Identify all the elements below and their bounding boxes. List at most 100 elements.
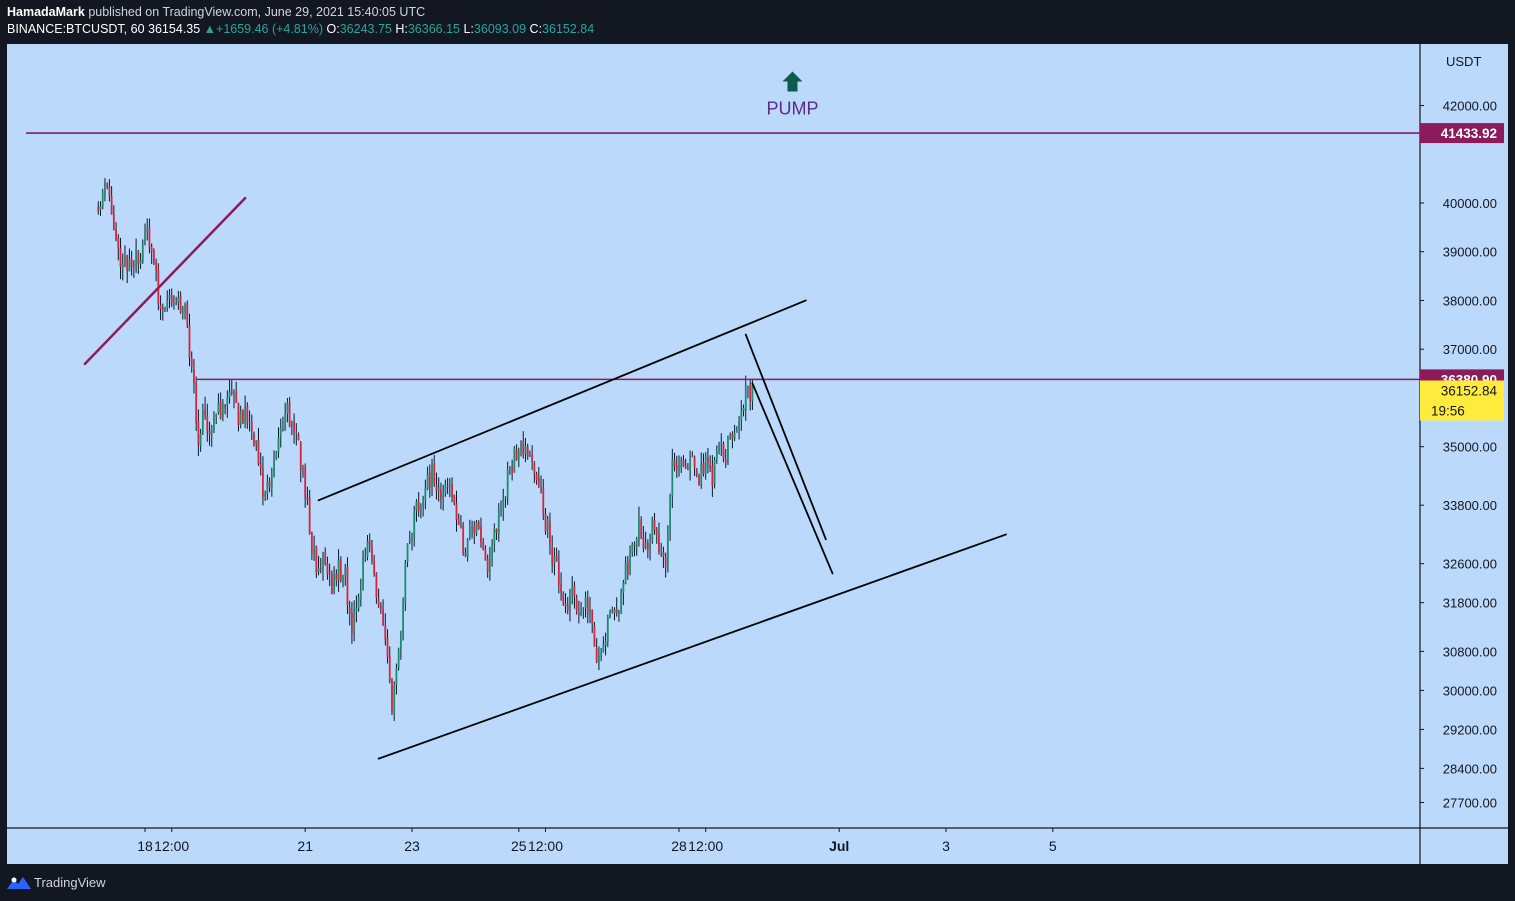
candle-body (484, 549, 487, 560)
candle-body (335, 573, 338, 581)
candle-body (537, 478, 540, 487)
candle-body (638, 518, 640, 541)
candle-body (159, 305, 162, 309)
candle-body (293, 421, 295, 433)
high-value: 36366.15 (407, 22, 460, 36)
candle-body (150, 246, 153, 252)
candle-body (148, 226, 151, 247)
candle-body (504, 497, 507, 499)
time-axis[interactable] (7, 828, 1508, 864)
candle-body (744, 385, 747, 410)
candle-body (139, 260, 142, 265)
candle-body (707, 457, 709, 464)
candle-body (442, 494, 445, 500)
candle-body (359, 590, 362, 600)
candle-body (215, 413, 218, 417)
candle-body (493, 528, 496, 544)
candle-body (644, 542, 647, 549)
candle-body (368, 539, 371, 546)
x-tick-label: 3 (942, 838, 950, 854)
candle-body (179, 296, 182, 313)
candle-body (622, 582, 625, 593)
currency-label: USDT (1446, 54, 1481, 69)
candle-body (170, 294, 173, 304)
candle-body (580, 609, 582, 615)
candle-body (589, 608, 591, 615)
candle-body (497, 509, 500, 534)
candle-body (660, 550, 663, 553)
candle-body (144, 235, 146, 245)
candle-body (540, 486, 542, 490)
candle-body (126, 255, 129, 271)
candle-body (253, 433, 255, 446)
x-tick-label: 12:00 (688, 838, 723, 854)
plot-area[interactable] (7, 44, 1420, 828)
candle-body (529, 455, 531, 457)
candle-body (557, 562, 560, 586)
candle-body (273, 460, 275, 474)
y-tick-label: 27700.00 (1443, 796, 1497, 811)
candle-body (366, 540, 369, 557)
author-name[interactable]: HamadaMark (7, 5, 85, 19)
candle-body (506, 469, 509, 498)
candle-body (500, 508, 502, 511)
candle-body (132, 265, 135, 267)
price-chart[interactable]: PUMP 42000.00 40000.00 39000.00 38000.00 370… (0, 0, 1515, 864)
candle-body (700, 464, 703, 485)
y-tick-label: 37000.00 (1443, 342, 1497, 357)
candle-body (517, 452, 520, 460)
candle-body (242, 410, 244, 424)
candle-body (575, 597, 578, 611)
candle-body (408, 538, 411, 542)
candle-body (393, 685, 396, 714)
y-tick-label: 39000.00 (1443, 245, 1497, 260)
candle-body (488, 557, 491, 573)
candle-body (457, 518, 460, 525)
candle-body (237, 402, 240, 425)
price-axis[interactable] (1420, 44, 1508, 828)
candle-body (738, 421, 740, 430)
candle-body (299, 442, 302, 471)
candle-body (433, 463, 436, 485)
candle-body (727, 437, 729, 462)
high-label: H: (395, 22, 408, 36)
candle-body (413, 512, 416, 539)
x-tick-label: 12:00 (154, 838, 189, 854)
last-price-badge (1420, 380, 1504, 421)
candle-body (551, 546, 554, 565)
candle-body (691, 455, 694, 457)
candle-body (731, 433, 734, 439)
candle-body (270, 473, 273, 489)
candle-body (402, 601, 404, 638)
published-text: published on TradingView.com, June 29, 2… (88, 5, 426, 19)
candle-body (275, 452, 278, 459)
candle-body (415, 501, 418, 511)
candle-body (473, 525, 476, 534)
candle-body (646, 542, 649, 551)
candle-body (424, 488, 427, 501)
candle-body (651, 519, 654, 541)
candle-body (346, 566, 349, 606)
candle-body (310, 532, 313, 555)
candle-body (344, 568, 347, 577)
candle-body (395, 668, 398, 685)
brand-label[interactable]: TradingView (34, 875, 106, 890)
symbol-label[interactable]: BINANCE:BTCUSDT, 60 (7, 22, 145, 36)
y-axis-ticks: 42000.00 40000.00 39000.00 38000.00 37000.00… (1420, 98, 1497, 811)
drawings-layer: PUMP (26, 71, 1420, 760)
candle-body (317, 568, 320, 572)
candle-body (715, 451, 718, 460)
candle-body (420, 507, 422, 510)
candle-body (141, 244, 144, 262)
candle-body (671, 459, 674, 497)
candle-body (640, 519, 643, 539)
candle-body (662, 552, 665, 557)
candle-body (751, 384, 754, 402)
candle-body (718, 444, 720, 453)
candle-body (586, 598, 589, 615)
candle-body (486, 558, 489, 573)
candle-body (406, 543, 409, 562)
candle-body (520, 442, 522, 451)
candle-body (115, 228, 117, 241)
trendline-projection-1 (744, 333, 827, 541)
